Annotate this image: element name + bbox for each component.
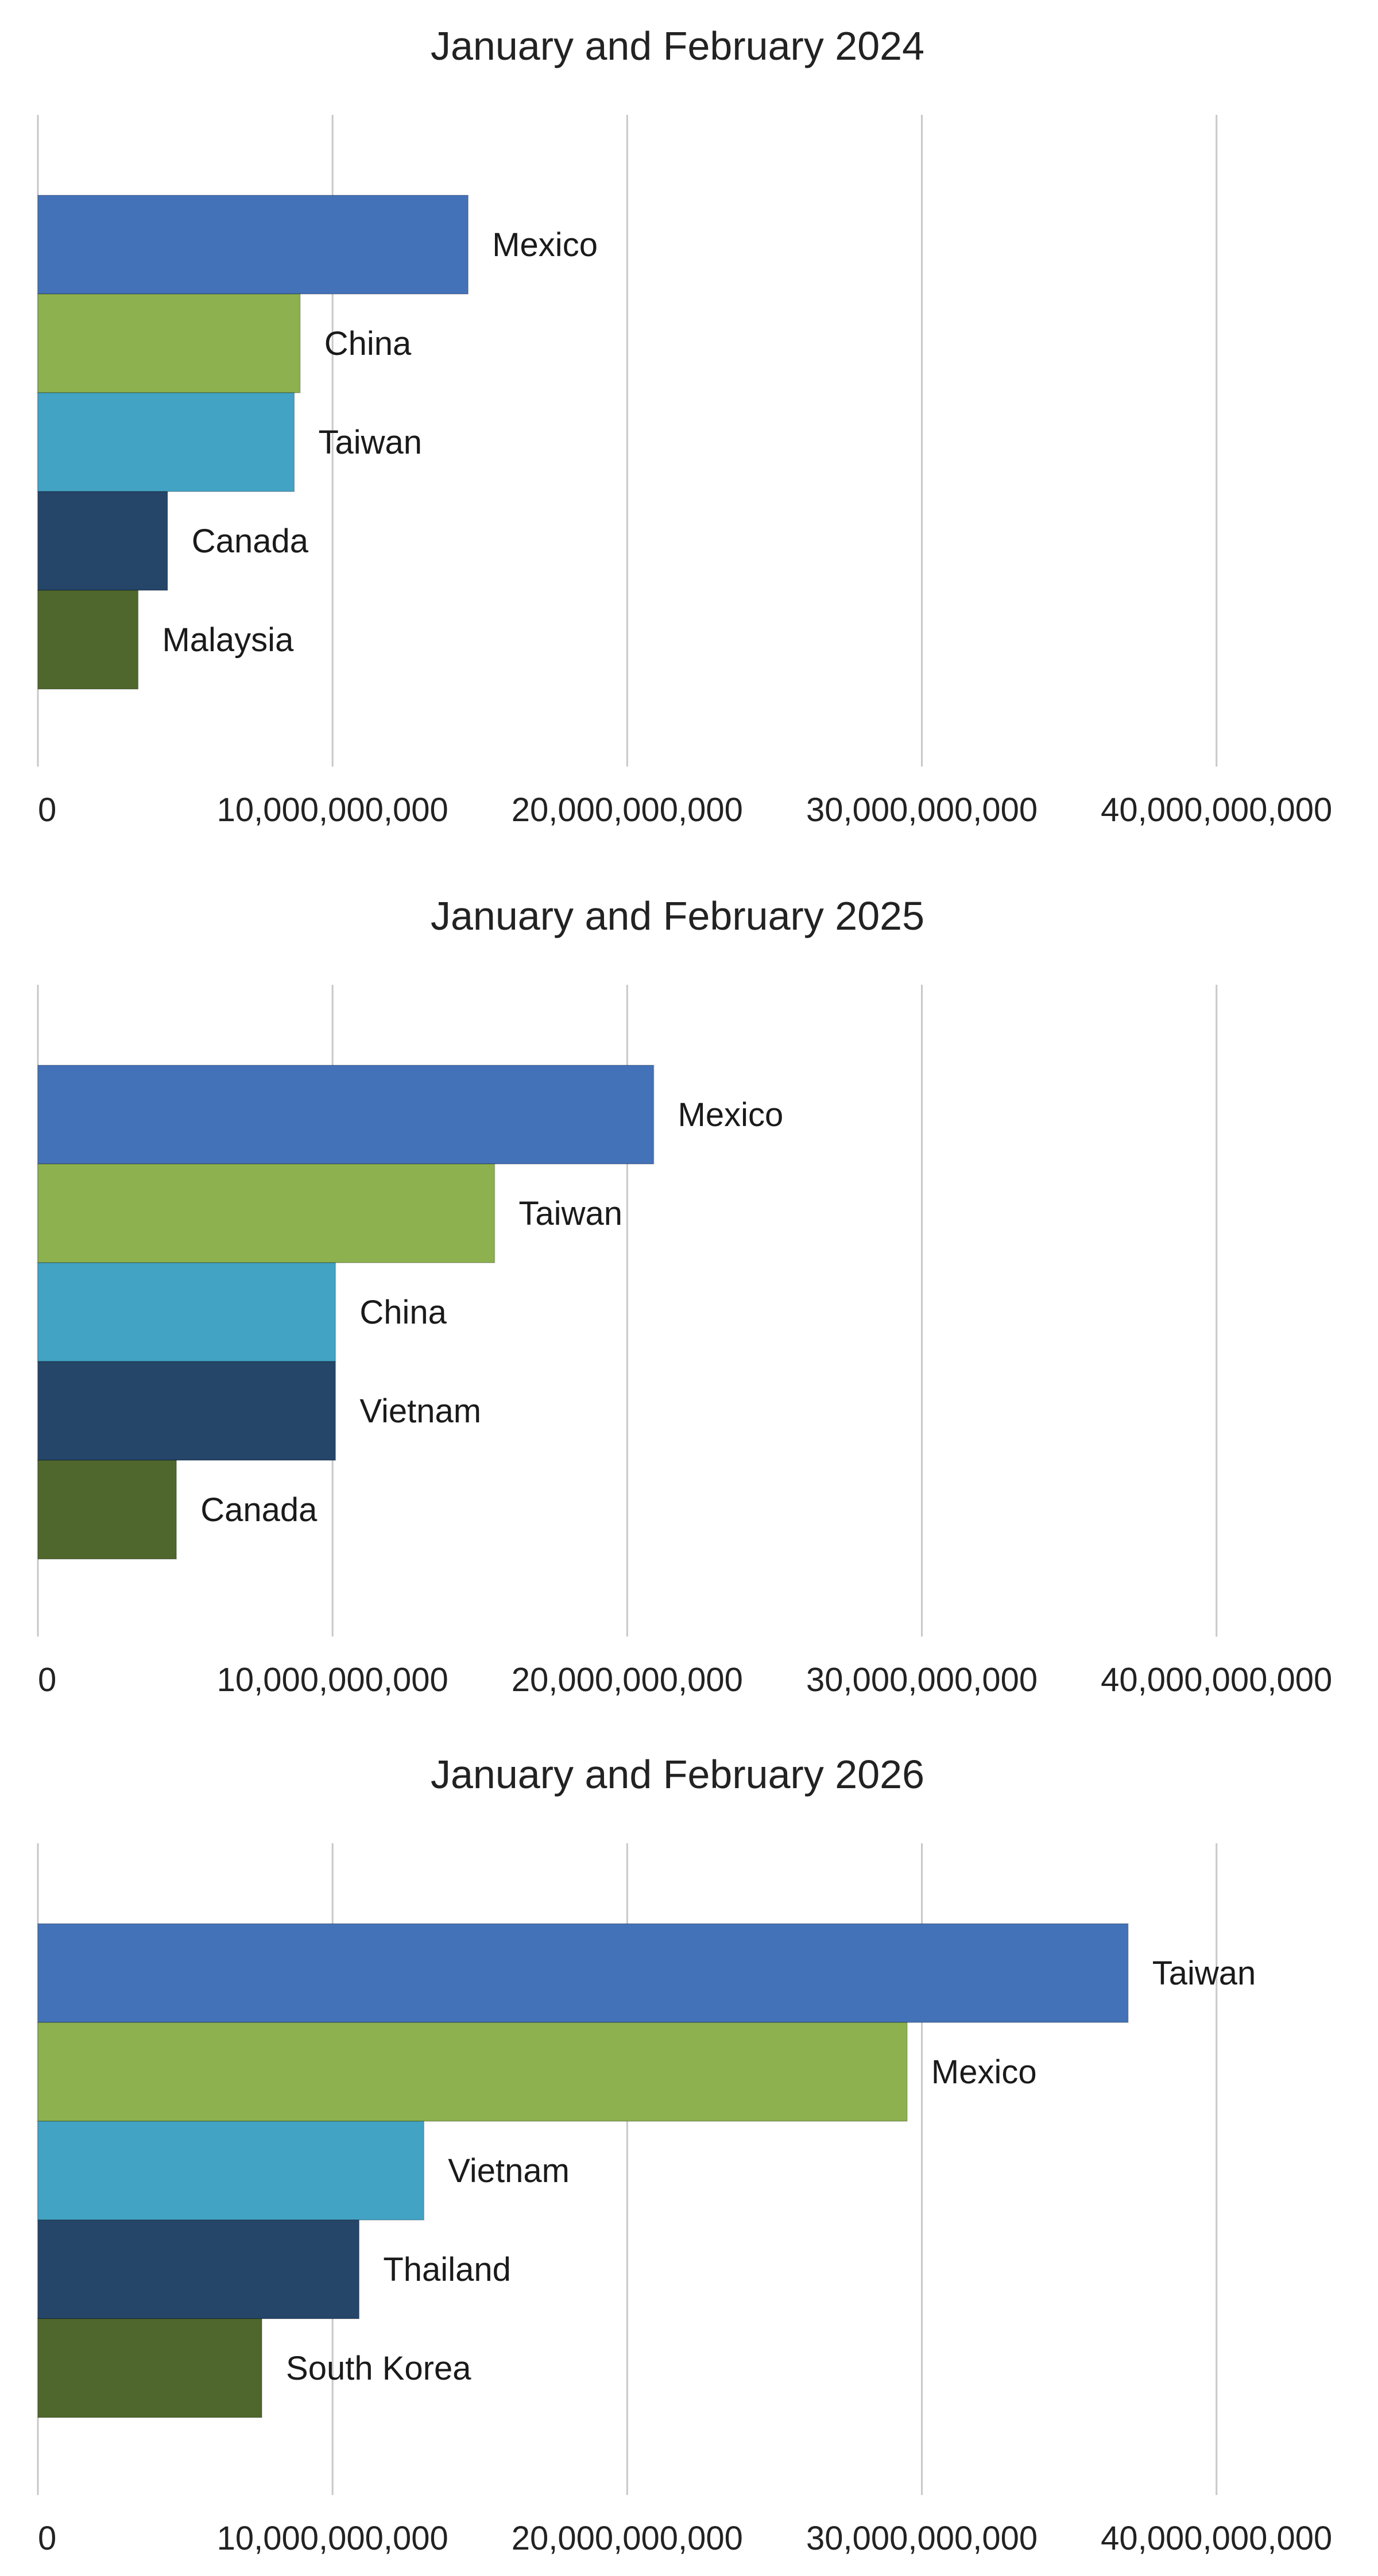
bar-label: Taiwan bbox=[518, 1195, 622, 1232]
x-tick-label: 40,000,000,000 bbox=[1101, 1661, 1332, 1699]
chart-panel-2: January and February 2025 Mexico Taiwan Chi… bbox=[37, 894, 1332, 1699]
bar bbox=[37, 590, 139, 690]
x-tick-label: 0 bbox=[38, 1661, 56, 1699]
bar bbox=[37, 2121, 425, 2221]
chart-panel-3: January and February 2026 Taiwan Mexico Vie… bbox=[37, 1752, 1332, 2557]
bar bbox=[37, 392, 295, 492]
bar bbox=[37, 293, 301, 393]
bar-label: China bbox=[359, 1294, 447, 1331]
bar bbox=[37, 2318, 263, 2418]
x-tick-label: 40,000,000,000 bbox=[1101, 791, 1332, 829]
bar-label: Malaysia bbox=[162, 621, 294, 659]
chart-panel-1: January and February 2024 Mexico China Taiw… bbox=[37, 24, 1332, 829]
x-tick-label: 20,000,000,000 bbox=[512, 2520, 743, 2557]
bar bbox=[37, 1163, 496, 1263]
bar-label: Taiwan bbox=[1152, 1955, 1256, 1992]
bar-label: Canada bbox=[192, 523, 309, 560]
chart-title: January and February 2024 bbox=[431, 24, 924, 68]
bar-label: Mexico bbox=[492, 226, 598, 264]
bar bbox=[37, 1923, 1129, 2023]
chart-title: January and February 2025 bbox=[431, 894, 924, 938]
bar-label: Thailand bbox=[383, 2251, 510, 2288]
x-tick-label: 30,000,000,000 bbox=[806, 791, 1038, 829]
x-tick-label: 0 bbox=[38, 791, 56, 829]
x-tick-label: 30,000,000,000 bbox=[806, 2520, 1038, 2557]
x-tick-label: 20,000,000,000 bbox=[512, 1661, 743, 1699]
bar bbox=[37, 491, 168, 591]
bar-label: Vietnam bbox=[448, 2152, 570, 2190]
bar bbox=[37, 2022, 908, 2122]
bar-label: Vietnam bbox=[359, 1393, 481, 1430]
x-tick-label: 30,000,000,000 bbox=[806, 1661, 1038, 1699]
x-tick-label: 10,000,000,000 bbox=[217, 791, 448, 829]
x-tick-label: 10,000,000,000 bbox=[217, 2520, 448, 2557]
bar-label: Mexico bbox=[678, 1096, 784, 1134]
bar bbox=[37, 2219, 360, 2319]
bar-label: Taiwan bbox=[318, 424, 422, 461]
x-tick-label: 10,000,000,000 bbox=[217, 1661, 448, 1699]
chart-title: January and February 2026 bbox=[431, 1752, 924, 1797]
bar-label: China bbox=[324, 325, 412, 362]
bar-label: South Korea bbox=[286, 2350, 471, 2387]
bar bbox=[37, 1460, 177, 1560]
x-tick-label: 20,000,000,000 bbox=[512, 791, 743, 829]
bar-label: Mexico bbox=[931, 2053, 1037, 2091]
x-tick-label: 0 bbox=[38, 2520, 56, 2557]
bar bbox=[37, 1361, 336, 1461]
bar bbox=[37, 1262, 336, 1362]
bar-label: Canada bbox=[200, 1491, 318, 1529]
bar bbox=[37, 195, 469, 295]
x-tick-label: 40,000,000,000 bbox=[1101, 2520, 1332, 2557]
bar bbox=[37, 1065, 655, 1165]
